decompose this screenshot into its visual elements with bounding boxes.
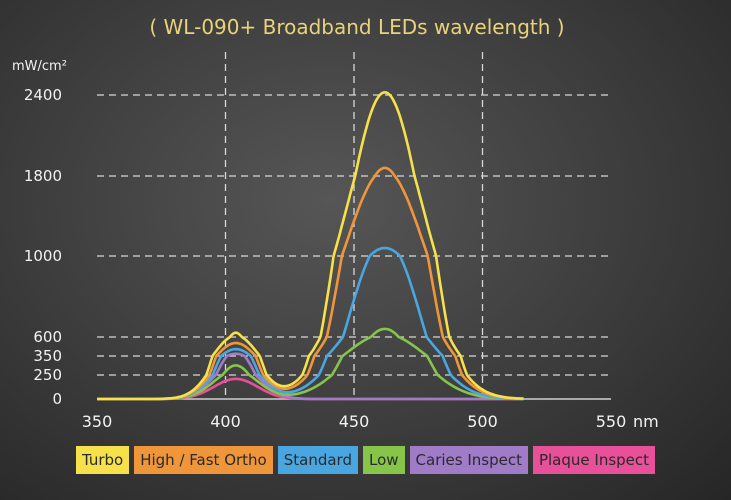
legend-item-high-fast-ortho: High / Fast Ortho <box>134 446 273 474</box>
x-tick-label-500: 500 <box>467 412 498 431</box>
series-line-caries-inspect <box>97 352 524 401</box>
series-lines <box>97 91 524 401</box>
y-tick-label-600: 600 <box>33 328 62 346</box>
x-tick-label-450: 450 <box>339 412 370 431</box>
chart-title: ( WL-090+ Broadband LEDs wavelength ) <box>149 15 564 39</box>
y-tick-label-350: 350 <box>33 347 62 365</box>
series-line-turbo <box>97 91 524 401</box>
chart-canvas: ( WL-090+ Broadband LEDs wavelength ) mW… <box>12 15 659 431</box>
legend-item-plaque-inspect: Plaque Inspect <box>532 446 656 474</box>
legend: Turbo High / Fast Ortho Standard Low Caries … <box>0 446 731 474</box>
series-line-high-fast-ortho <box>97 166 524 401</box>
x-axis-unit: nm <box>633 412 659 431</box>
y-axis-unit: mW/cm² <box>12 59 67 74</box>
legend-item-caries-inspect: Caries Inspect <box>409 446 528 474</box>
y-tick-label-1800: 1800 <box>24 167 62 185</box>
x-tick-label-550: 550 <box>596 412 627 431</box>
x-tick-label-350: 350 <box>82 412 113 431</box>
y-tick-label-2400: 2400 <box>24 86 62 104</box>
y-tick-label-0: 0 <box>52 390 62 408</box>
series-line-standard <box>97 246 524 401</box>
legend-item-turbo: Turbo <box>75 446 130 474</box>
y-tick-label-250: 250 <box>33 366 62 384</box>
x-tick-label-400: 400 <box>210 412 241 431</box>
legend-item-standard: Standard <box>277 446 358 474</box>
legend-item-low: Low <box>362 446 405 474</box>
y-tick-label-1000: 1000 <box>24 247 62 265</box>
